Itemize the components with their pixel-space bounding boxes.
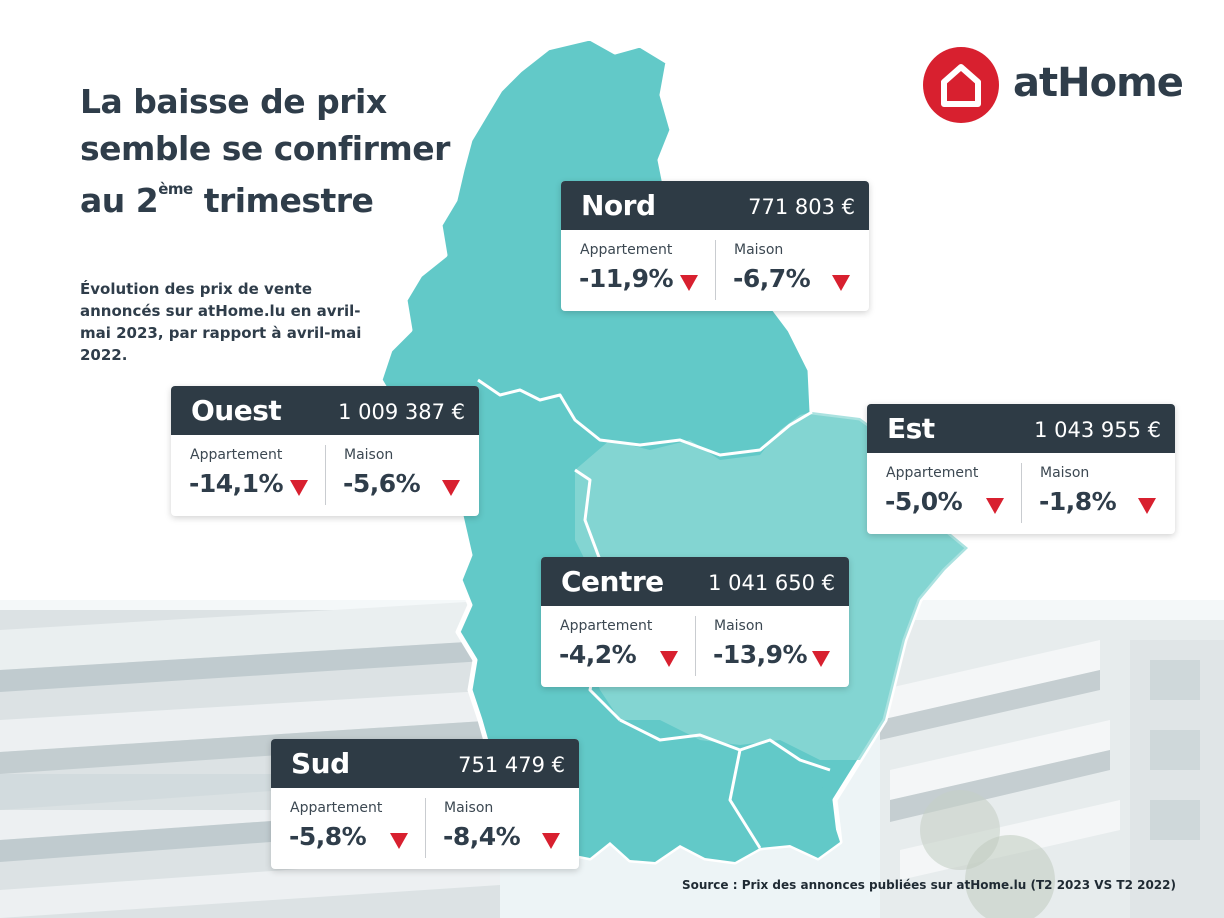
maison-cell: Maison -13,9%: [695, 606, 849, 687]
region-price: 751 479 €: [458, 753, 565, 777]
logo-text: atHome: [1013, 60, 1184, 106]
house-icon: [923, 47, 999, 123]
appartement-change: -14,1%: [189, 469, 284, 498]
down-arrow-icon: [390, 833, 408, 849]
down-arrow-icon: [812, 651, 830, 667]
appartement-cell: Appartement -5,0%: [867, 453, 1021, 534]
card-body: Appartement -11,9% Maison -6,7%: [561, 230, 869, 311]
maison-cell: Maison -5,6%: [325, 435, 479, 516]
region-card-nord: Nord 771 803 € Appartement -11,9% Maison…: [561, 181, 869, 311]
maison-change: -8,4%: [443, 822, 521, 851]
card-header: Ouest 1 009 387 €: [171, 386, 479, 435]
card-header: Est 1 043 955 €: [867, 404, 1175, 453]
maison-change: -13,9%: [713, 640, 808, 669]
card-body: Appartement -4,2% Maison -13,9%: [541, 606, 849, 687]
maison-label: Maison: [714, 618, 764, 634]
appartement-cell: Appartement -4,2%: [541, 606, 695, 687]
card-body: Appartement -5,8% Maison -8,4%: [271, 788, 579, 869]
appartement-label: Appartement: [886, 465, 979, 481]
source-note: Source : Prix des annonces publiées sur …: [681, 878, 1176, 892]
appartement-cell: Appartement -14,1%: [171, 435, 325, 516]
region-price: 1 043 955 €: [1034, 418, 1161, 442]
appartement-cell: Appartement -5,8%: [271, 788, 425, 869]
title-line-1: La baisse de prix: [80, 82, 387, 121]
appartement-cell: Appartement -11,9%: [561, 230, 715, 311]
title-line-3-prefix: au 2: [80, 181, 159, 220]
region-name: Sud: [291, 747, 350, 780]
down-arrow-icon: [660, 651, 678, 667]
maison-change: -5,6%: [343, 469, 421, 498]
appartement-change: -5,8%: [289, 822, 367, 851]
down-arrow-icon: [986, 498, 1004, 514]
appartement-change: -11,9%: [579, 264, 674, 293]
maison-cell: Maison -8,4%: [425, 788, 579, 869]
region-card-est: Est 1 043 955 € Appartement -5,0% Maison…: [867, 404, 1175, 534]
appartement-label: Appartement: [290, 800, 383, 816]
title-line-2: semble se confirmer: [80, 129, 450, 168]
appartement-label: Appartement: [190, 447, 283, 463]
down-arrow-icon: [542, 833, 560, 849]
divider: [325, 445, 326, 505]
title-line-3: au 2ème trimestre: [80, 172, 480, 224]
maison-change: -1,8%: [1039, 487, 1117, 516]
card-body: Appartement -14,1% Maison -5,6%: [171, 435, 479, 516]
region-name: Ouest: [191, 394, 282, 427]
maison-label: Maison: [444, 800, 494, 816]
down-arrow-icon: [1138, 498, 1156, 514]
card-header: Centre 1 041 650 €: [541, 557, 849, 606]
page-subtitle: Évolution des prix de vente annoncés sur…: [80, 280, 362, 364]
maison-change: -6,7%: [733, 264, 811, 293]
divider: [425, 798, 426, 858]
maison-label: Maison: [1040, 465, 1090, 481]
region-price: 771 803 €: [748, 195, 855, 219]
maison-label: Maison: [734, 242, 784, 258]
region-price: 1 041 650 €: [708, 571, 835, 595]
title-line-3-suffix: trimestre: [192, 181, 374, 220]
region-card-ouest: Ouest 1 009 387 € Appartement -14,1% Mai…: [171, 386, 479, 516]
region-price: 1 009 387 €: [338, 400, 465, 424]
region-name: Est: [887, 412, 935, 445]
title-line-3-superscript: ème: [158, 180, 193, 198]
maison-cell: Maison -1,8%: [1021, 453, 1175, 534]
down-arrow-icon: [290, 480, 308, 496]
card-header: Sud 751 479 €: [271, 739, 579, 788]
down-arrow-icon: [832, 275, 850, 291]
region-name: Nord: [581, 189, 656, 222]
maison-cell: Maison -6,7%: [715, 230, 869, 311]
divider: [695, 616, 696, 676]
card-body: Appartement -5,0% Maison -1,8%: [867, 453, 1175, 534]
appartement-label: Appartement: [560, 618, 653, 634]
down-arrow-icon: [442, 480, 460, 496]
card-header: Nord 771 803 €: [561, 181, 869, 230]
region-card-centre: Centre 1 041 650 € Appartement -4,2% Mai…: [541, 557, 849, 687]
appartement-change: -5,0%: [885, 487, 963, 516]
athome-logo: atHome: [923, 47, 1184, 123]
down-arrow-icon: [680, 275, 698, 291]
region-name: Centre: [561, 565, 664, 598]
divider: [1021, 463, 1022, 523]
appartement-change: -4,2%: [559, 640, 637, 669]
maison-label: Maison: [344, 447, 394, 463]
appartement-label: Appartement: [580, 242, 673, 258]
region-card-sud: Sud 751 479 € Appartement -5,8% Maison -…: [271, 739, 579, 869]
page-title: La baisse de prix semble se confirmer au…: [80, 78, 480, 224]
divider: [715, 240, 716, 300]
